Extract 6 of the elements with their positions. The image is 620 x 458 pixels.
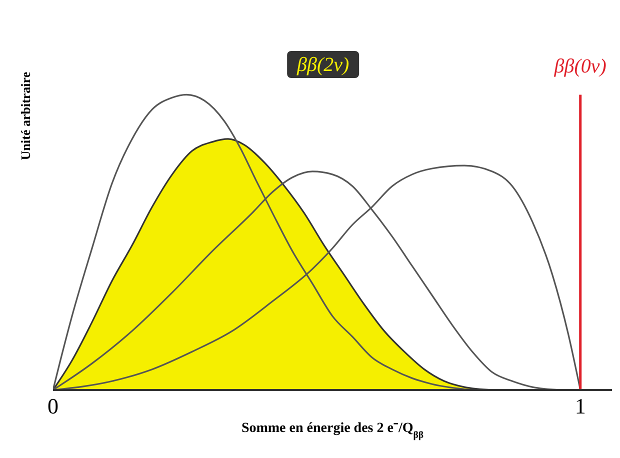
- x-tick-label: 1: [574, 394, 586, 419]
- text: ββ(2ν): [296, 54, 350, 76]
- x-axis-title: Somme en énergie des 2 e⁻/Q$_{ββ}$: [241, 421, 424, 440]
- y-axis-title: Unité arbitraire: [18, 70, 34, 162]
- ref-line-label: ββ(0ν): [553, 56, 607, 78]
- x-tick-label: 0: [48, 394, 58, 419]
